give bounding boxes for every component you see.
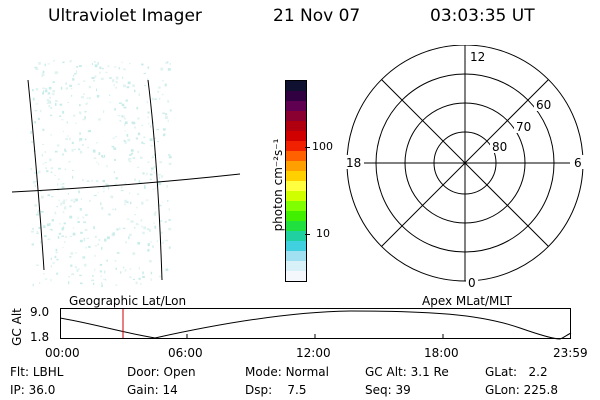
longitude-line-right: [147, 79, 163, 281]
timeline-ytick: 9.0: [30, 305, 50, 319]
altitude-curve: [60, 310, 572, 340]
timeline-xtick: 06:00: [168, 346, 203, 360]
timeline-xtick: 00:00: [45, 346, 80, 360]
colorbar-segment: [286, 211, 306, 221]
mlt-label-right: 6: [574, 156, 582, 170]
info-glat: GLat: 2.2: [485, 365, 548, 379]
time-label: 03:03:35 UT: [430, 6, 535, 26]
mlt-label-bottom: 0: [468, 276, 476, 290]
colorbar-segment: [286, 111, 306, 121]
timeline-right-title: Apex MLat/MLT: [422, 294, 512, 308]
colorbar-segment: [286, 121, 306, 131]
mlt-label-left: 18: [346, 156, 361, 170]
colorbar-segment: [286, 161, 306, 171]
info-door: Door: Open: [127, 365, 196, 379]
polar-plot: 12 18 6 0 60 70 80: [344, 45, 584, 290]
app-title: Ultraviolet Imager: [48, 6, 202, 26]
colorbar-tick-100: [305, 147, 310, 148]
timeline-ylabel: GC Alt: [10, 308, 24, 346]
info-gain: Gain: 14: [127, 383, 178, 397]
lat-label-80: 80: [492, 140, 507, 154]
lat-label-60: 60: [536, 98, 551, 112]
colorbar-tick-10: [305, 234, 310, 235]
colorbar-segment: [286, 221, 306, 231]
mlt-label-top: 12: [470, 50, 485, 64]
info-mode: Mode: Normal: [245, 365, 329, 379]
colorbar-segment: [286, 131, 306, 141]
timeline-frame: [60, 308, 571, 339]
latitude-line: [11, 173, 241, 193]
colorbar-segment: [286, 181, 306, 191]
info-gc-alt: GC Alt: 3.1 Re: [365, 365, 449, 379]
colorbar-tick-label: 100: [312, 140, 333, 153]
polar-diagonal: [381, 79, 549, 247]
colorbar-segment: [286, 251, 306, 261]
colorbar-segment: [286, 81, 306, 91]
timeline-xtick: 18:00: [424, 346, 459, 360]
timeline-xtick: 23:59: [553, 346, 588, 360]
uv-image-panel: [11, 60, 241, 288]
timeline-plot: [60, 308, 572, 340]
colorbar-segment: [286, 191, 306, 201]
colorbar-segment: [286, 101, 306, 111]
timeline-left-title: Geographic Lat/Lon: [69, 294, 187, 308]
info-seq: Seq: 39: [365, 383, 411, 397]
info-flt: Flt: LBHL: [10, 365, 64, 379]
colorbar-segment: [286, 201, 306, 211]
colorbar: [285, 80, 307, 282]
colorbar-segment: [286, 141, 306, 151]
colorbar-segment: [286, 151, 306, 161]
uv-emission-speckle: [30, 60, 172, 288]
lat-label-70: 70: [516, 120, 531, 134]
info-dsp: Dsp: 7.5: [245, 383, 307, 397]
colorbar-segment: [286, 171, 306, 181]
longitude-line-left: [27, 79, 45, 271]
colorbar-segment: [286, 241, 306, 251]
colorbar-segment: [286, 271, 306, 281]
colorbar-segment: [286, 261, 306, 271]
date-label: 21 Nov 07: [273, 6, 361, 26]
timeline-ytick: 1.8: [30, 330, 50, 344]
timeline-xtick: 12:00: [296, 346, 331, 360]
info-glon: GLon: 225.8: [485, 383, 558, 397]
colorbar-segment: [286, 231, 306, 241]
colorbar-unit-label: photon cm⁻²s⁻¹: [271, 138, 285, 232]
info-ip: IP: 36.0: [10, 383, 56, 397]
colorbar-segment: [286, 91, 306, 101]
colorbar-tick-label: 10: [316, 227, 330, 240]
